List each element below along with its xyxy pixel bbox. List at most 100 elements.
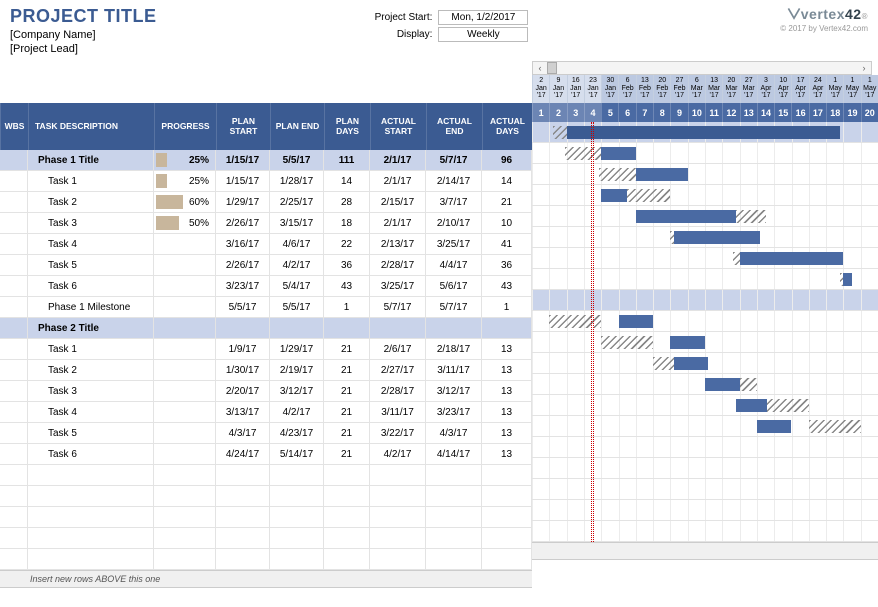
actual-start-cell[interactable]: 2/27/17	[370, 360, 426, 381]
scroll-right-icon[interactable]: ›	[857, 61, 871, 75]
task-desc-cell[interactable]: Task 4	[28, 402, 154, 423]
plan-days-cell[interactable]	[324, 486, 370, 507]
actual-start-cell[interactable]	[370, 486, 426, 507]
plan-start-cell[interactable]: 2/26/17	[216, 255, 270, 276]
plan-end-cell[interactable]: 4/2/17	[270, 402, 324, 423]
wbs-cell[interactable]	[0, 171, 28, 192]
plan-days-cell[interactable]: 21	[324, 360, 370, 381]
scroll-thumb[interactable]	[547, 62, 557, 74]
progress-cell[interactable]: 50%	[154, 213, 216, 234]
plan-days-cell[interactable]	[324, 507, 370, 528]
actual-start-cell[interactable]: 2/6/17	[370, 339, 426, 360]
plan-end-cell[interactable]: 1/28/17	[270, 171, 324, 192]
plan-start-cell[interactable]	[216, 465, 270, 486]
actual-end-cell[interactable]: 5/6/17	[426, 276, 482, 297]
wbs-cell[interactable]	[0, 402, 28, 423]
wbs-cell[interactable]	[0, 255, 28, 276]
actual-days-cell[interactable]: 13	[482, 402, 532, 423]
plan-end-cell[interactable]: 3/12/17	[270, 381, 324, 402]
plan-end-cell[interactable]: 4/2/17	[270, 255, 324, 276]
progress-cell[interactable]	[154, 297, 216, 318]
actual-days-cell[interactable]: 13	[482, 381, 532, 402]
actual-start-cell[interactable]: 2/15/17	[370, 192, 426, 213]
actual-start-cell[interactable]: 4/2/17	[370, 444, 426, 465]
progress-cell[interactable]	[154, 339, 216, 360]
plan-days-cell[interactable]: 21	[324, 444, 370, 465]
actual-days-cell[interactable]: 96	[482, 150, 532, 171]
actual-days-cell[interactable]	[482, 549, 532, 570]
plan-end-cell[interactable]	[270, 465, 324, 486]
plan-days-cell[interactable]: 1	[324, 297, 370, 318]
wbs-cell[interactable]	[0, 507, 28, 528]
task-desc-cell[interactable]: Phase 2 Title	[28, 318, 154, 339]
plan-start-cell[interactable]	[216, 318, 270, 339]
actual-start-cell[interactable]	[370, 549, 426, 570]
actual-end-cell[interactable]: 2/10/17	[426, 213, 482, 234]
actual-start-cell[interactable]	[370, 507, 426, 528]
plan-start-cell[interactable]: 3/16/17	[216, 234, 270, 255]
actual-days-cell[interactable]: 13	[482, 360, 532, 381]
plan-days-cell[interactable]	[324, 528, 370, 549]
plan-end-cell[interactable]: 2/25/17	[270, 192, 324, 213]
actual-days-cell[interactable]	[482, 486, 532, 507]
actual-end-cell[interactable]: 4/4/17	[426, 255, 482, 276]
wbs-cell[interactable]	[0, 528, 28, 549]
actual-end-cell[interactable]: 3/7/17	[426, 192, 482, 213]
progress-cell[interactable]	[154, 318, 216, 339]
task-desc-cell[interactable]: Task 5	[28, 255, 154, 276]
wbs-cell[interactable]	[0, 150, 28, 171]
plan-days-cell[interactable]: 111	[324, 150, 370, 171]
plan-start-cell[interactable]: 1/15/17	[216, 171, 270, 192]
actual-end-cell[interactable]: 5/7/17	[426, 150, 482, 171]
actual-start-cell[interactable]	[370, 465, 426, 486]
plan-end-cell[interactable]: 5/5/17	[270, 150, 324, 171]
progress-cell[interactable]: 60%	[154, 192, 216, 213]
plan-start-cell[interactable]	[216, 549, 270, 570]
plan-end-cell[interactable]	[270, 486, 324, 507]
plan-end-cell[interactable]: 3/15/17	[270, 213, 324, 234]
plan-days-cell[interactable]: 18	[324, 213, 370, 234]
wbs-cell[interactable]	[0, 297, 28, 318]
task-desc-cell[interactable]: Task 3	[28, 213, 154, 234]
progress-cell[interactable]	[154, 507, 216, 528]
plan-days-cell[interactable]: 28	[324, 192, 370, 213]
plan-end-cell[interactable]: 4/23/17	[270, 423, 324, 444]
actual-start-cell[interactable]: 2/1/17	[370, 150, 426, 171]
plan-end-cell[interactable]	[270, 507, 324, 528]
wbs-cell[interactable]	[0, 276, 28, 297]
task-desc-cell[interactable]: Task 4	[28, 234, 154, 255]
actual-days-cell[interactable]	[482, 507, 532, 528]
task-desc-cell[interactable]: Task 3	[28, 381, 154, 402]
task-desc-cell[interactable]	[28, 549, 154, 570]
wbs-cell[interactable]	[0, 423, 28, 444]
actual-start-cell[interactable]: 2/1/17	[370, 213, 426, 234]
task-desc-cell[interactable]	[28, 528, 154, 549]
plan-start-cell[interactable]: 2/20/17	[216, 381, 270, 402]
plan-end-cell[interactable]	[270, 318, 324, 339]
progress-cell[interactable]: 25%	[154, 171, 216, 192]
actual-days-cell[interactable]: 14	[482, 171, 532, 192]
plan-start-cell[interactable]: 4/3/17	[216, 423, 270, 444]
plan-end-cell[interactable]: 5/14/17	[270, 444, 324, 465]
wbs-cell[interactable]	[0, 381, 28, 402]
wbs-cell[interactable]	[0, 465, 28, 486]
actual-days-cell[interactable]: 13	[482, 444, 532, 465]
task-desc-cell[interactable]: Phase 1 Title	[28, 150, 154, 171]
actual-start-cell[interactable]: 2/28/17	[370, 381, 426, 402]
actual-start-cell[interactable]: 2/1/17	[370, 171, 426, 192]
actual-days-cell[interactable]: 36	[482, 255, 532, 276]
wbs-cell[interactable]	[0, 360, 28, 381]
actual-days-cell[interactable]: 13	[482, 423, 532, 444]
actual-end-cell[interactable]	[426, 486, 482, 507]
plan-end-cell[interactable]: 4/6/17	[270, 234, 324, 255]
plan-start-cell[interactable]	[216, 507, 270, 528]
task-desc-cell[interactable]: Task 5	[28, 423, 154, 444]
plan-days-cell[interactable]: 21	[324, 402, 370, 423]
actual-days-cell[interactable]: 41	[482, 234, 532, 255]
actual-start-cell[interactable]: 3/22/17	[370, 423, 426, 444]
wbs-cell[interactable]	[0, 486, 28, 507]
actual-end-cell[interactable]	[426, 507, 482, 528]
actual-start-cell[interactable]: 5/7/17	[370, 297, 426, 318]
plan-end-cell[interactable]: 5/4/17	[270, 276, 324, 297]
progress-cell[interactable]	[154, 444, 216, 465]
